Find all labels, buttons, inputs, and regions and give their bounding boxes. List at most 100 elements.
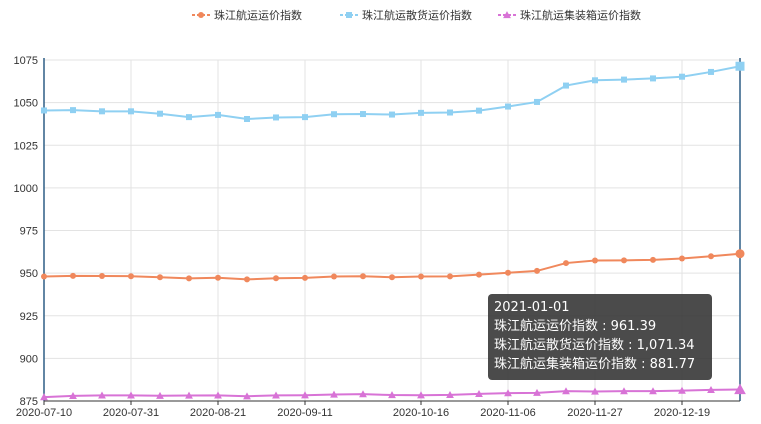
y-tick-label: 925 — [20, 311, 38, 323]
y-tick-label: 1025 — [14, 140, 38, 152]
data-point — [157, 110, 163, 117]
data-point — [534, 267, 540, 274]
data-point — [331, 111, 337, 118]
legend-item-1[interactable]: 珠江航运散货运价指数 — [340, 8, 472, 22]
data-point — [273, 114, 279, 121]
data-point — [592, 257, 598, 264]
data-point — [272, 391, 280, 399]
data-point — [389, 274, 395, 281]
data-point — [346, 12, 352, 18]
data-point — [621, 257, 627, 264]
data-point — [591, 387, 599, 395]
x-tick-label: 2020-07-10 — [16, 407, 72, 419]
data-point — [388, 391, 396, 399]
data-point — [40, 393, 48, 401]
data-point — [504, 389, 512, 397]
y-tick-label: 900 — [20, 353, 38, 365]
data-point — [198, 12, 204, 18]
data-point — [186, 114, 192, 121]
data-point — [679, 255, 685, 262]
x-tick-label: 2020-08-21 — [190, 407, 246, 419]
x-tick-label: 2020-12-19 — [654, 407, 710, 419]
chart-tooltip: 2021-01-01 珠江航运运价指数 : 961.39 珠江航运散货运价指数 … — [488, 294, 712, 380]
y-tick-label: 1075 — [14, 55, 38, 67]
data-point — [99, 273, 105, 280]
data-point — [505, 103, 511, 110]
data-point — [708, 68, 714, 75]
legend-item-0[interactable]: 珠江航运运价指数 — [192, 8, 302, 22]
data-point — [331, 273, 337, 280]
x-tick-label: 2020-11-27 — [567, 407, 622, 419]
legend-label: 珠江航运集装箱运价指数 — [520, 8, 641, 22]
data-point — [244, 276, 250, 283]
data-point — [99, 108, 105, 115]
data-point — [563, 82, 569, 89]
data-point — [650, 256, 656, 263]
data-point — [476, 107, 482, 114]
legend-item-2[interactable]: 珠江航运集装箱运价指数 — [498, 8, 641, 22]
data-point — [127, 391, 135, 399]
data-point — [735, 61, 745, 71]
data-point — [70, 107, 76, 114]
data-point — [418, 109, 424, 116]
y-tick-label: 975 — [20, 226, 38, 238]
tooltip-line-container-index: 珠江航运集装箱运价指数 : 881.77 — [494, 357, 696, 372]
series-2 — [40, 383, 746, 401]
legend-label: 珠江航运散货运价指数 — [362, 8, 472, 22]
data-point — [273, 275, 279, 282]
data-point — [621, 76, 627, 83]
data-point — [156, 391, 164, 399]
data-point — [620, 387, 628, 395]
data-point — [41, 107, 47, 114]
series-0 — [41, 249, 745, 283]
data-point — [214, 391, 222, 399]
data-point — [592, 77, 598, 84]
data-point — [302, 274, 308, 281]
data-point — [359, 390, 367, 398]
y-tick-label: 950 — [20, 268, 38, 280]
chart-series — [40, 61, 746, 401]
data-point — [708, 253, 714, 260]
data-point — [389, 111, 395, 118]
tooltip-line-bulk-index: 珠江航运散货运价指数 : 1,071.34 — [494, 338, 695, 353]
x-tick-label: 2020-09-11 — [277, 407, 332, 419]
data-point — [186, 275, 192, 282]
y-tick-label: 1000 — [14, 183, 38, 195]
data-point — [128, 108, 134, 115]
data-point — [563, 260, 569, 267]
y-axis-tick-labels: 875 900 925 950 975 1000 1025 1050 1075 — [14, 55, 38, 408]
data-point — [360, 273, 366, 280]
data-point — [679, 73, 685, 80]
data-point — [41, 273, 47, 280]
data-point — [447, 109, 453, 116]
data-point — [476, 271, 482, 278]
data-point — [417, 391, 425, 399]
data-point — [185, 391, 193, 399]
legend-label: 珠江航运运价指数 — [214, 8, 302, 22]
data-point — [446, 390, 454, 398]
data-point — [215, 274, 221, 281]
data-point — [215, 111, 221, 118]
data-point — [301, 391, 309, 399]
data-point — [562, 387, 570, 395]
y-tick-label: 1050 — [14, 98, 38, 110]
data-point — [447, 273, 453, 280]
x-tick-label: 2020-07-31 — [103, 407, 159, 419]
data-point — [418, 273, 424, 280]
chart-axes — [43, 58, 741, 405]
data-point — [649, 387, 657, 395]
data-point — [533, 388, 541, 396]
x-tick-label: 2020-10-16 — [393, 407, 449, 419]
data-point — [157, 274, 163, 281]
data-point — [734, 383, 746, 395]
data-point — [678, 386, 686, 394]
data-point — [360, 111, 366, 118]
tooltip-date: 2021-01-01 — [494, 300, 570, 315]
data-point — [735, 249, 745, 259]
x-axis-tick-labels: 2020-07-10 2020-07-31 2020-08-21 2020-09-11… — [16, 407, 710, 419]
chart-legend[interactable]: 珠江航运运价指数 珠江航运散货运价指数 珠江航运集装箱运价指数 — [192, 8, 641, 22]
x-tick-label: 2020-11-06 — [480, 407, 535, 419]
data-point — [98, 391, 106, 399]
series-line — [43, 65, 741, 120]
data-point — [302, 114, 308, 121]
